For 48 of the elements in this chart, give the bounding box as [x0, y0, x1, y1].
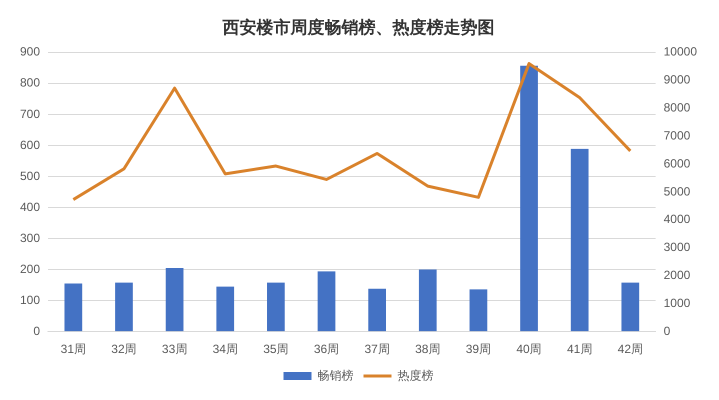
y-tick-label: 900: [20, 44, 40, 59]
chart-title: 西安楼市周度畅销榜、热度榜走势图: [222, 18, 494, 37]
x-tick-label: 38周: [415, 342, 440, 356]
bar: [216, 286, 234, 332]
legend-label: 热度榜: [398, 368, 434, 382]
y2-tick-label: 4000: [664, 212, 691, 226]
bar: [115, 282, 133, 332]
x-tick-label: 42周: [618, 342, 643, 356]
x-tick-label: 32周: [111, 342, 137, 356]
y2-tick-label: 8000: [664, 100, 691, 115]
y2-tick-label: 0: [664, 324, 671, 338]
y-tick-label: 700: [20, 106, 40, 121]
y-tick-label: 400: [20, 200, 40, 214]
bar: [621, 282, 640, 332]
y-tick-label: 300: [20, 230, 40, 245]
bar: [64, 284, 82, 332]
x-tick-label: 40周: [516, 342, 542, 356]
y-tick-label: 200: [20, 262, 40, 276]
y2-tick-label: 7000: [664, 128, 691, 142]
x-tick-label: 31周: [60, 342, 86, 356]
bar: [470, 289, 488, 332]
y-tick-label: 0: [33, 324, 40, 338]
y2-tick-label: 2000: [664, 268, 691, 282]
bar: [267, 282, 285, 332]
y2-tick-label: 3000: [664, 240, 691, 254]
y-tick-label: 600: [20, 138, 40, 152]
bar: [166, 268, 184, 332]
y2-tick-label: 9000: [664, 72, 691, 87]
x-tick-label: 37周: [364, 342, 390, 356]
y2-tick-label: 1000: [664, 296, 691, 310]
x-tick-label: 39周: [466, 342, 492, 356]
bar: [418, 270, 437, 332]
y-tick-label: 800: [20, 76, 40, 90]
bar: [368, 288, 386, 332]
legend-label: 畅销榜: [318, 368, 354, 382]
x-tick-label: 33周: [162, 342, 188, 356]
x-tick-label: 36周: [314, 342, 340, 356]
bar: [318, 271, 336, 332]
y-tick-label: 500: [20, 168, 40, 183]
y2-tick-label: 5000: [664, 184, 691, 198]
x-tick-label: 34周: [212, 342, 238, 356]
y2-tick-label: 10000: [664, 44, 698, 59]
bar: [520, 66, 538, 332]
bar: [570, 148, 589, 332]
x-tick-label: 41周: [567, 342, 592, 356]
y2-tick-label: 6000: [664, 156, 691, 170]
x-tick-label: 35周: [263, 342, 289, 356]
y-tick-label: 100: [20, 292, 40, 307]
